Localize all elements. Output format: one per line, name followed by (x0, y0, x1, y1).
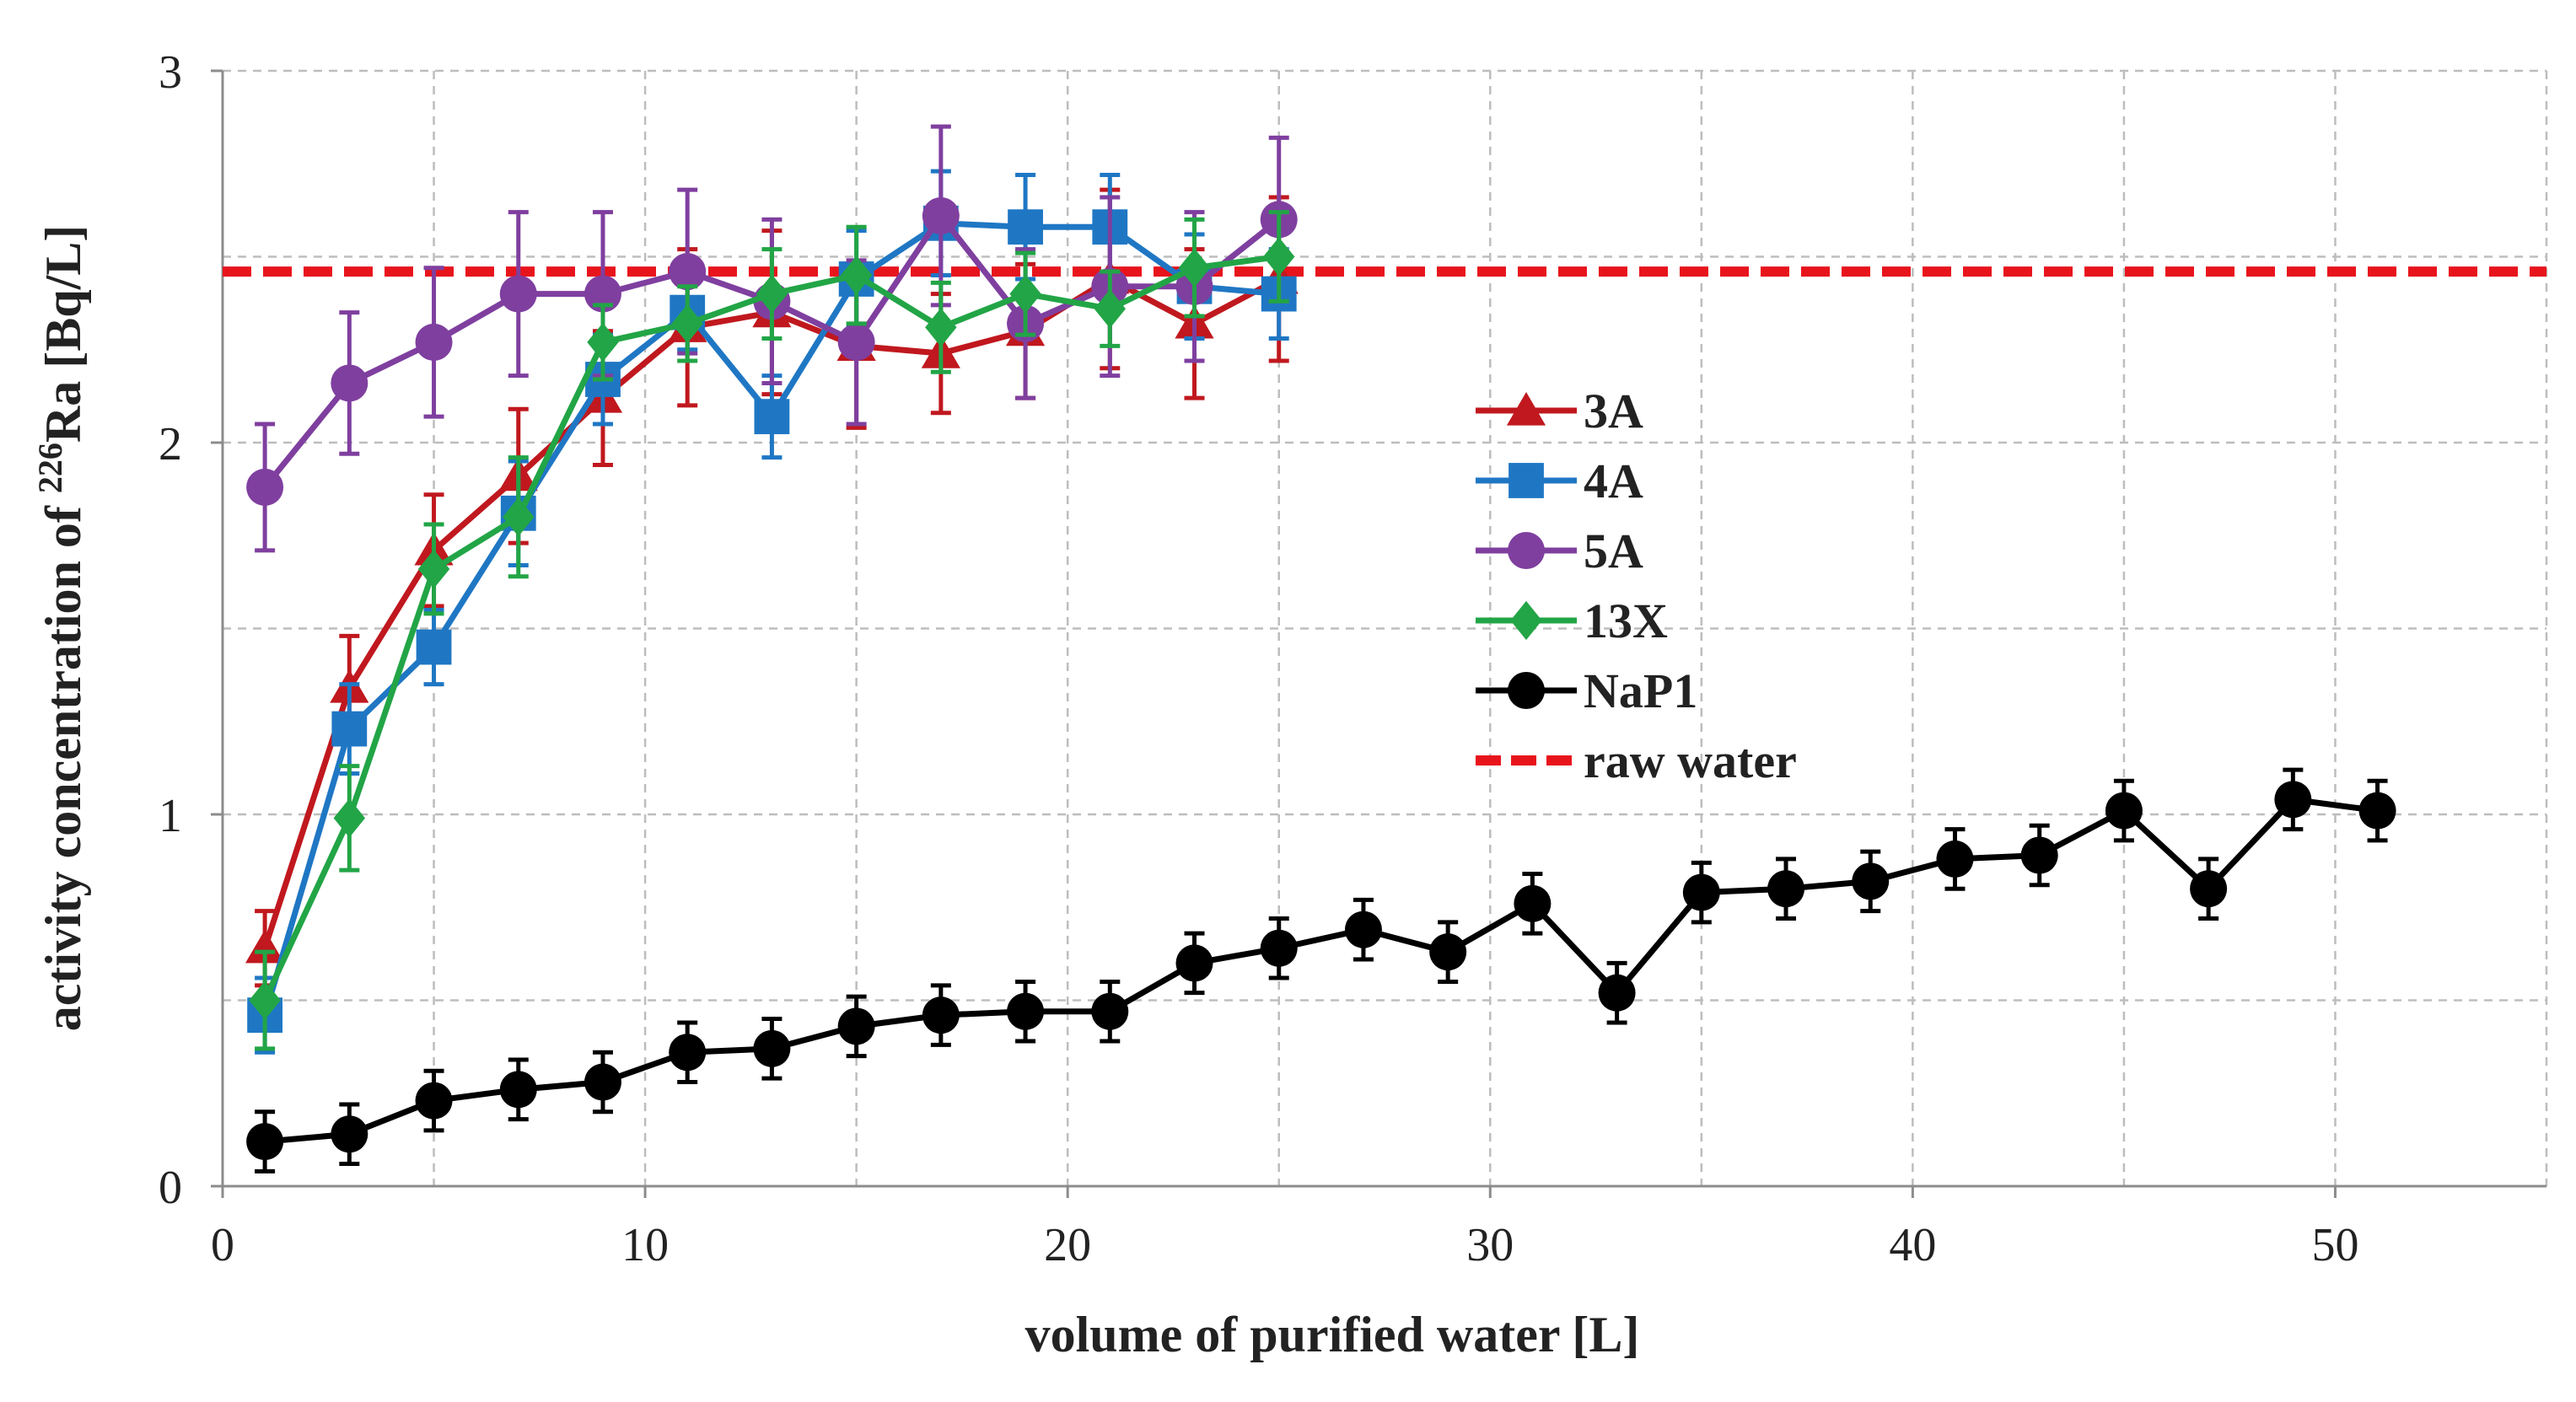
data-point (840, 255, 873, 295)
legend-swatch-marker (1508, 532, 1545, 569)
data-point (331, 711, 368, 747)
data-point (1598, 974, 1636, 1012)
y-tick-label: 0 (159, 1162, 182, 1214)
legend-item-5a: 5A (1476, 524, 1643, 578)
data-point (753, 1029, 791, 1067)
data-point (922, 196, 960, 234)
legend-label: 3A (1584, 384, 1643, 438)
y-tick-label: 2 (159, 418, 182, 470)
data-point (583, 1063, 621, 1101)
legend-item-nap1: NaP1 (1476, 663, 1697, 718)
data-point (1178, 248, 1211, 287)
data-point (925, 308, 957, 347)
data-point (671, 303, 703, 343)
data-point (415, 1082, 453, 1120)
data-point (1091, 992, 1129, 1030)
legend-label: NaP1 (1584, 663, 1697, 718)
data-point (669, 1034, 707, 1072)
data-point (1008, 209, 1043, 245)
data-point (1260, 929, 1298, 967)
data-point (2105, 792, 2143, 830)
data-point (1094, 289, 1126, 329)
grid (223, 69, 2548, 1186)
data-point (2020, 836, 2058, 874)
legend-item-13x: 13X (1476, 594, 1668, 648)
y-axis-title-superscript: 226 (31, 443, 69, 493)
x-tick-label: 30 (1466, 1219, 1514, 1271)
data-point (1263, 237, 1295, 277)
data-point (249, 980, 281, 1020)
x-tick-label: 40 (1889, 1219, 1936, 1271)
data-point (1007, 992, 1045, 1030)
data-point (1175, 944, 1213, 982)
data-point (245, 929, 285, 964)
legend-swatch-marker (1506, 392, 1546, 426)
data-point (587, 322, 619, 363)
axes (221, 71, 2546, 1188)
tick-labels: 0 10 20 30 40 50 0 1 2 3 (159, 46, 2358, 1271)
data-point (417, 549, 450, 589)
data-point (2190, 870, 2228, 908)
data-point (2274, 781, 2312, 819)
data-point (1936, 840, 1974, 878)
data-point (2358, 792, 2396, 830)
data-point (756, 274, 788, 314)
series-13x (249, 210, 1295, 1051)
data-point (246, 1123, 284, 1161)
y-tick-label: 3 (159, 46, 182, 99)
data-point (1767, 870, 1805, 908)
data-point (1682, 873, 1720, 911)
data-point (837, 1007, 875, 1045)
data-point (837, 323, 875, 361)
legend-label: 4A (1584, 454, 1643, 508)
x-tick-label: 20 (1044, 1219, 1091, 1271)
legend-label: raw water (1584, 733, 1797, 788)
data-point (1009, 274, 1041, 314)
legend-item-3a: 3A (1476, 384, 1643, 438)
data-point (1852, 862, 1890, 900)
data-point (499, 1071, 537, 1109)
legend-swatch-marker (1510, 600, 1542, 641)
data-point (331, 364, 368, 402)
legend-item-raw-water: raw water (1476, 733, 1797, 788)
legend-swatch-marker (1508, 463, 1544, 498)
x-axis-title: volume of purified water [L] (1025, 1307, 1640, 1362)
data-point (499, 275, 537, 313)
data-point (246, 468, 284, 506)
data-point (1514, 884, 1552, 922)
series-nap1 (246, 767, 2396, 1174)
x-tick-label: 10 (621, 1219, 669, 1271)
data-point (922, 996, 960, 1034)
x-tick-label: 0 (211, 1219, 234, 1271)
x-tick-label: 50 (2311, 1219, 2358, 1271)
y-axis-title-part-2: Ra [Bq/L] (35, 225, 91, 443)
legend-item-4a: 4A (1476, 454, 1643, 508)
data-point (1429, 933, 1467, 971)
series-line (264, 796, 2379, 1145)
data-point (415, 323, 453, 361)
y-axis-title: activity concentration of 226Ra [Bq/L] (31, 225, 91, 1032)
data-point (331, 1115, 368, 1153)
data-point (754, 399, 790, 435)
data-point (333, 798, 366, 838)
data-point (1344, 910, 1382, 948)
y-axis-title-part-1: activity concentration of (35, 493, 91, 1031)
legend-swatch-marker (1508, 672, 1545, 709)
data-point (669, 253, 707, 291)
series (245, 124, 2396, 1174)
legend-label: 5A (1584, 524, 1643, 578)
y-tick-label: 1 (159, 790, 182, 842)
legend: 3A 4A 5A 13X NaP1 raw water (1476, 384, 1797, 788)
data-point (503, 497, 535, 537)
legend-label: 13X (1584, 594, 1668, 648)
data-point (416, 629, 452, 665)
